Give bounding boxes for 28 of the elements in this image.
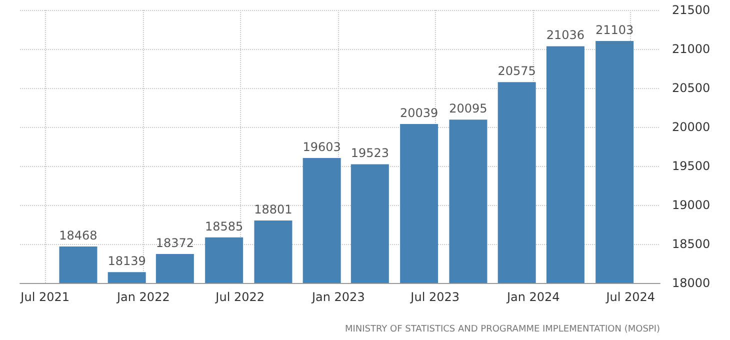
y-tick-label: 19000 [672, 198, 710, 212]
y-tick-label: 18500 [672, 237, 710, 251]
x-tick-label: Jul 2024 [605, 290, 656, 304]
data-label: 18585 [204, 219, 244, 234]
data-label: 20095 [449, 102, 488, 116]
y-tick-label: 20500 [672, 81, 710, 95]
y-tick-label: 18000 [672, 276, 710, 290]
x-tick-label: Jul 2023 [410, 290, 460, 304]
data-label: 20039 [400, 106, 438, 120]
data-label: 18372 [156, 236, 194, 250]
y-tick-label: 19500 [672, 159, 710, 173]
x-tick-label: Jan 2024 [506, 290, 560, 304]
x-tick-label: Jul 2021 [20, 290, 70, 304]
x-tick-label: Jan 2022 [116, 290, 170, 304]
y-tick-label: 21000 [672, 42, 710, 56]
x-tick-label: Jan 2023 [310, 290, 365, 304]
data-label: 19523 [350, 146, 390, 160]
data-label: 18468 [59, 228, 98, 242]
data-label: 21103 [595, 22, 634, 37]
data-label: 20575 [498, 64, 536, 78]
data-label: 18801 [254, 202, 292, 217]
x-tick-label: Jul 2022 [214, 290, 265, 304]
text: MINISTRY OF STATISTICS AND PROGRAMME IMPLEMENTATION (MOSPI) [344, 324, 660, 334]
data-label: 18139 [108, 254, 146, 268]
data-label: 19603 [302, 140, 341, 154]
data-label: 21036 [546, 28, 585, 42]
y-tick-label: 20000 [672, 120, 710, 134]
y-tick-label: 21500 [672, 3, 710, 17]
